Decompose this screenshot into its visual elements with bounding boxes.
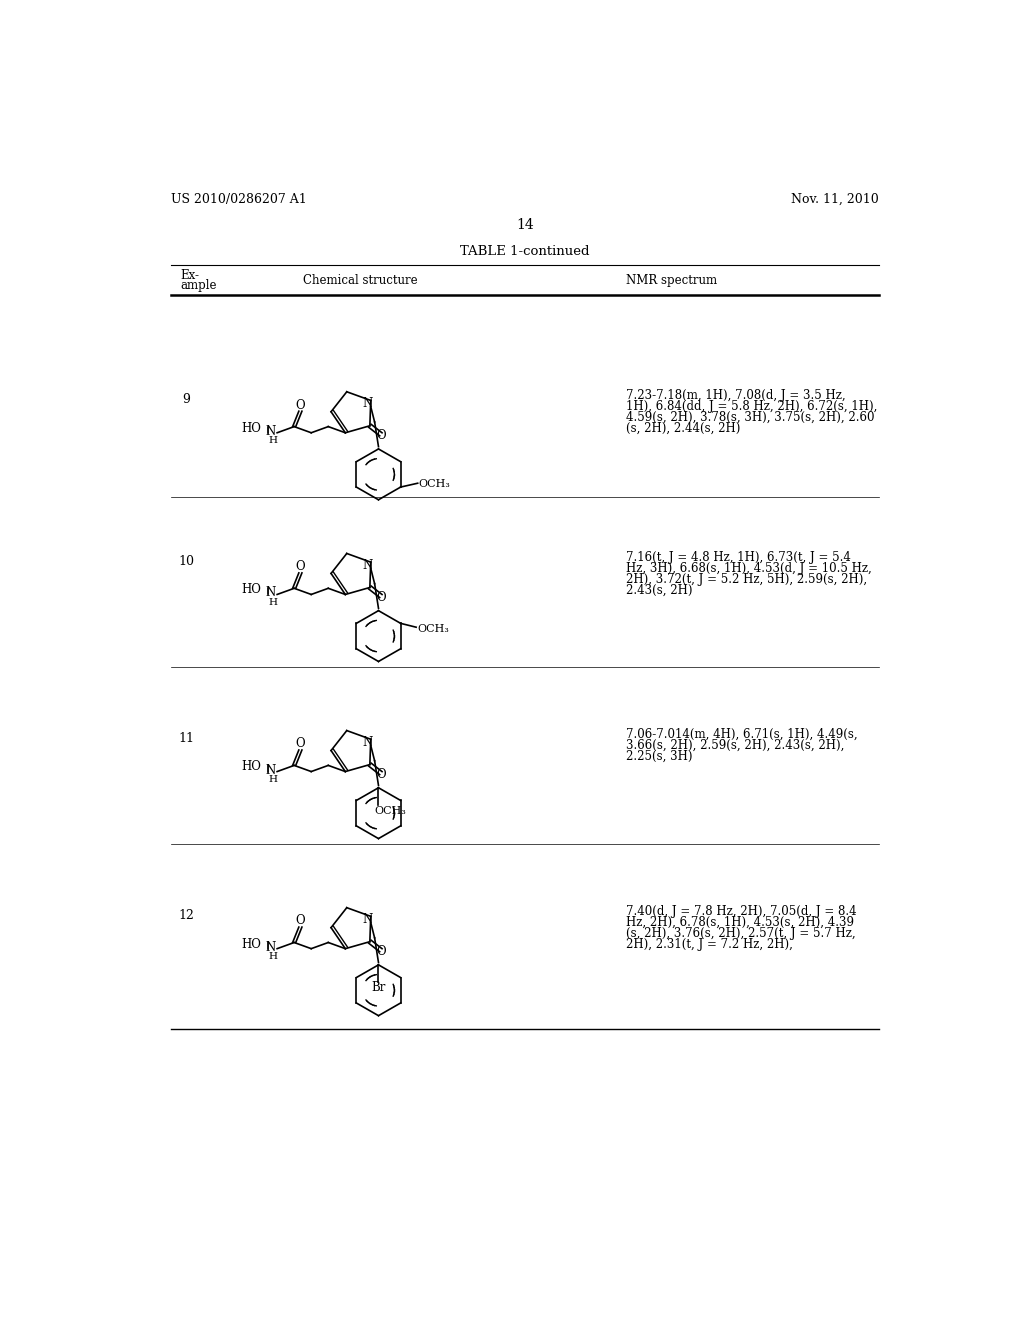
- Text: Br: Br: [372, 982, 386, 994]
- Text: ample: ample: [180, 279, 217, 292]
- Text: 14: 14: [516, 218, 534, 232]
- Text: 10: 10: [178, 554, 195, 568]
- Text: N: N: [266, 763, 276, 776]
- Text: Hz, 2H), 6.78(s, 1H), 4.53(s, 2H), 4.39: Hz, 2H), 6.78(s, 1H), 4.53(s, 2H), 4.39: [626, 916, 854, 929]
- Text: HO: HO: [242, 937, 261, 950]
- Text: N: N: [266, 941, 276, 953]
- Text: Chemical structure: Chemical structure: [303, 275, 418, 286]
- Text: H: H: [268, 952, 276, 961]
- Text: N: N: [362, 735, 373, 748]
- Text: Hz, 3H), 6.68(s, 1H), 4.53(d, J = 10.5 Hz,: Hz, 3H), 6.68(s, 1H), 4.53(d, J = 10.5 H…: [626, 562, 871, 576]
- Text: NMR spectrum: NMR spectrum: [626, 275, 717, 286]
- Text: HO: HO: [242, 421, 261, 434]
- Text: OCH₃: OCH₃: [417, 624, 449, 634]
- Text: 7.16(t, J = 4.8 Hz, 1H), 6.73(t, J = 5.4: 7.16(t, J = 4.8 Hz, 1H), 6.73(t, J = 5.4: [626, 552, 850, 564]
- Text: N: N: [362, 397, 373, 411]
- Text: TABLE 1-continued: TABLE 1-continued: [460, 246, 590, 259]
- Text: Nov. 11, 2010: Nov. 11, 2010: [792, 193, 879, 206]
- Text: 2H), 2.31(t, J = 7.2 Hz, 2H),: 2H), 2.31(t, J = 7.2 Hz, 2H),: [626, 937, 793, 950]
- Text: N: N: [266, 586, 276, 599]
- Text: HO: HO: [242, 583, 261, 597]
- Text: H: H: [268, 598, 276, 607]
- Text: US 2010/0286207 A1: US 2010/0286207 A1: [171, 193, 306, 206]
- Text: O: O: [296, 399, 305, 412]
- Text: 12: 12: [178, 909, 195, 923]
- Text: 1H), 6.84(dd, J = 5.8 Hz, 2H), 6.72(s, 1H),: 1H), 6.84(dd, J = 5.8 Hz, 2H), 6.72(s, 1…: [626, 400, 877, 413]
- Text: OCH₃: OCH₃: [419, 479, 451, 488]
- Text: O: O: [296, 915, 305, 928]
- Text: (s, 2H), 2.44(s, 2H): (s, 2H), 2.44(s, 2H): [626, 422, 740, 434]
- Text: O: O: [376, 768, 386, 781]
- Text: 2.43(s, 2H): 2.43(s, 2H): [626, 583, 692, 597]
- Text: 7.23-7.18(m, 1H), 7.08(d, J = 3.5 Hz,: 7.23-7.18(m, 1H), 7.08(d, J = 3.5 Hz,: [626, 389, 845, 403]
- Text: O: O: [296, 738, 305, 750]
- Text: O: O: [376, 945, 386, 958]
- Text: N: N: [362, 558, 373, 572]
- Text: 2H), 3.72(t, J = 5.2 Hz, 5H), 2.59(s, 2H),: 2H), 3.72(t, J = 5.2 Hz, 5H), 2.59(s, 2H…: [626, 573, 866, 586]
- Text: O: O: [376, 591, 386, 605]
- Text: (s, 2H), 3.76(s, 2H), 2.57(t, J = 5.7 Hz,: (s, 2H), 3.76(s, 2H), 2.57(t, J = 5.7 Hz…: [626, 927, 855, 940]
- Text: 3.66(s, 2H), 2.59(s, 2H), 2.43(s, 2H),: 3.66(s, 2H), 2.59(s, 2H), 2.43(s, 2H),: [626, 739, 844, 752]
- Text: N: N: [266, 425, 276, 438]
- Text: O: O: [296, 560, 305, 573]
- Text: 11: 11: [178, 733, 195, 744]
- Text: H: H: [268, 775, 276, 784]
- Text: H: H: [268, 436, 276, 445]
- Text: N: N: [362, 913, 373, 925]
- Text: 7.06-7.014(m, 4H), 6.71(s, 1H), 4.49(s,: 7.06-7.014(m, 4H), 6.71(s, 1H), 4.49(s,: [626, 729, 857, 742]
- Text: O: O: [376, 429, 386, 442]
- Text: 4.59(s, 2H), 3.78(s, 3H), 3.75(s, 2H), 2.60: 4.59(s, 2H), 3.78(s, 3H), 3.75(s, 2H), 2…: [626, 411, 874, 424]
- Text: 9: 9: [182, 393, 190, 407]
- Text: Ex-: Ex-: [180, 269, 200, 282]
- Text: OCH₃: OCH₃: [375, 805, 407, 816]
- Text: HO: HO: [242, 760, 261, 774]
- Text: 7.40(d, J = 7.8 Hz, 2H), 7.05(d, J = 8.4: 7.40(d, J = 7.8 Hz, 2H), 7.05(d, J = 8.4: [626, 906, 856, 919]
- Text: 2.25(s, 3H): 2.25(s, 3H): [626, 750, 692, 763]
